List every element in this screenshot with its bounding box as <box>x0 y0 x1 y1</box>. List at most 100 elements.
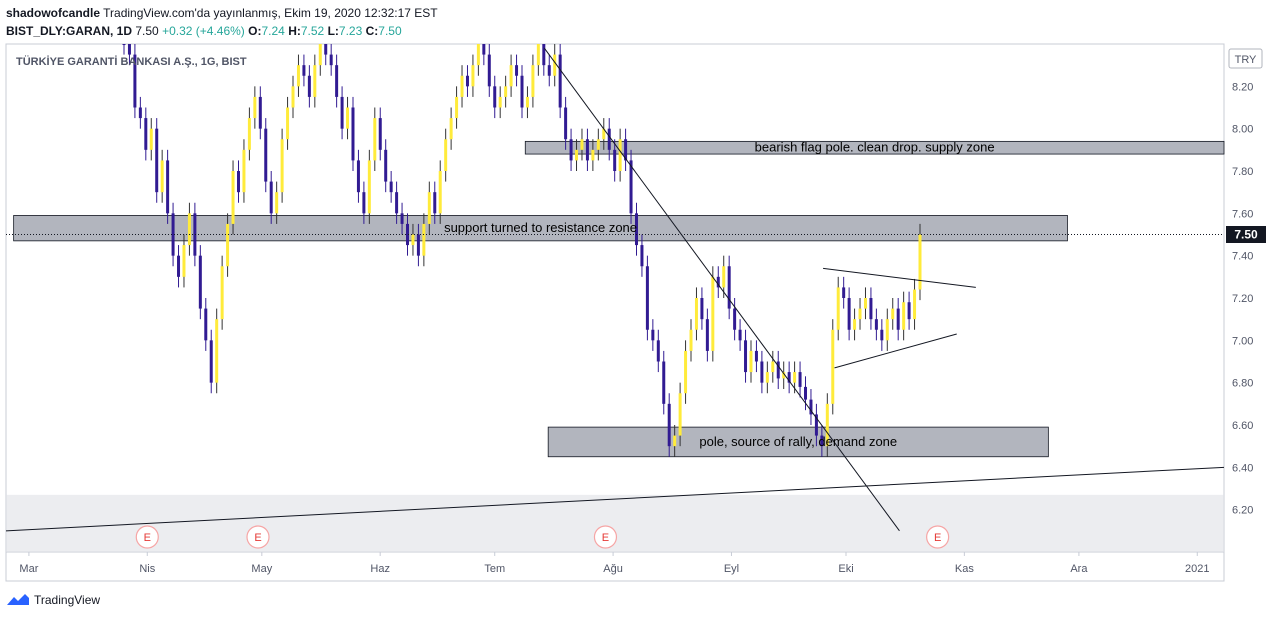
author-name[interactable]: shadowofcandle <box>6 6 101 20</box>
candle-body <box>831 329 835 404</box>
candle-body <box>438 171 442 214</box>
brand-label[interactable]: TradingView <box>34 593 101 607</box>
candle-body <box>754 350 758 362</box>
candle-body <box>171 213 175 256</box>
earnings-marker-label: E <box>254 532 261 544</box>
candle-body <box>280 139 284 193</box>
candle-body <box>662 361 666 404</box>
candle-body <box>362 192 366 214</box>
price-tick-label: 7.20 <box>1232 293 1253 305</box>
candle-body <box>471 65 475 87</box>
candle-body <box>329 54 333 66</box>
candle-body <box>918 234 922 290</box>
zone-rect <box>547 426 1049 458</box>
time-tick-label: Mar <box>19 563 38 575</box>
candle-body <box>711 276 715 351</box>
candle-body <box>220 266 224 320</box>
candle-body <box>356 160 360 193</box>
chart-title: TÜRKİYE GARANTİ BANKASI A.Ş., 1G, BIST <box>16 55 247 68</box>
candle-body <box>536 44 540 66</box>
candle-body <box>793 372 797 383</box>
time-tick-label: May <box>251 563 272 575</box>
price-tick-label: 7.60 <box>1232 208 1253 220</box>
price-tick-label: 6.40 <box>1232 462 1253 474</box>
earnings-marker <box>246 525 270 549</box>
candle-body <box>787 372 791 383</box>
price-axis[interactable]: 6.20 6.40 6.60 6.80 7.00 7.20 7.40 7.60 7.80 8.00… <box>1232 81 1253 516</box>
candle-body <box>782 372 786 379</box>
price-tick-label: 6.80 <box>1232 378 1253 390</box>
candle-body <box>613 149 617 171</box>
candle-body <box>678 393 682 436</box>
candle-body <box>138 107 142 119</box>
candle-body <box>509 65 513 87</box>
time-tick-label: Ağu <box>603 563 623 575</box>
candle-body <box>738 329 742 341</box>
high-value: 7.52 <box>300 24 325 38</box>
price-tick-label: 8.00 <box>1232 124 1253 136</box>
time-tick-label: 2021 <box>1185 563 1209 575</box>
candle-body <box>765 372 769 383</box>
last-value: 7.50 <box>135 24 159 38</box>
candle-body <box>749 350 753 373</box>
candle-body <box>656 340 660 362</box>
close-label: C: <box>365 24 379 38</box>
candle-body <box>705 319 709 351</box>
time-tick-label: Eki <box>838 563 853 575</box>
candle-body <box>400 213 404 224</box>
candles-layer <box>122 44 922 457</box>
zone-label: support turned to resistance zone <box>444 220 637 235</box>
time-tick-label: Tem <box>484 563 505 575</box>
candle-body <box>160 160 164 193</box>
candle-body <box>198 255 202 309</box>
candle-body <box>166 160 170 214</box>
candle-body <box>798 372 802 387</box>
candle-body <box>204 308 208 341</box>
candle-body <box>575 149 579 161</box>
zone-rect <box>524 140 1225 155</box>
candle-body <box>547 65 551 76</box>
time-tick-label: Nis <box>139 563 155 575</box>
candle-body <box>215 319 219 383</box>
candle-body <box>318 44 322 66</box>
candle-body <box>313 65 317 97</box>
time-tick-label: Haz <box>370 563 390 575</box>
tradingview-logo-icon[interactable] <box>6 593 30 607</box>
price-tick-label: 7.80 <box>1232 166 1253 178</box>
candle-body <box>553 54 557 76</box>
candle-body <box>531 65 535 97</box>
candle-body <box>907 302 911 320</box>
candle-body <box>694 298 698 330</box>
candle-body <box>842 287 846 298</box>
candle-body <box>716 276 720 288</box>
candle-body <box>771 361 775 373</box>
candle-body <box>591 149 595 161</box>
candle-body <box>182 245 186 277</box>
trendline <box>543 47 900 532</box>
candle-body <box>880 329 884 341</box>
candle-body <box>427 192 431 224</box>
time-tick-label: Eyl <box>724 563 739 575</box>
candle-body <box>127 44 131 55</box>
candle-body <box>825 403 829 447</box>
symbol-label[interactable]: BIST_DLY:GARAN, 1D <box>6 24 133 38</box>
candle-body <box>367 160 371 214</box>
candle-body <box>455 96 459 119</box>
candle-body <box>247 118 251 150</box>
candle-body <box>291 86 295 108</box>
candle-body <box>406 223 410 246</box>
candle-body <box>340 96 344 129</box>
plot-area[interactable] <box>5 43 1225 582</box>
candle-body <box>684 350 688 394</box>
candle-body <box>607 128 611 150</box>
candle-body <box>411 234 415 246</box>
time-tick-label: Ara <box>1070 563 1088 575</box>
candle-body <box>133 54 137 108</box>
trendline <box>834 333 957 369</box>
earnings-marker-label: E <box>144 532 151 544</box>
candle-body <box>515 65 519 76</box>
time-axis[interactable]: Mar Nis May Haz Tem Ağu Eyl Eki Kas Ara 2021 <box>19 552 1210 575</box>
publish-info: TradingView.com'da yayınlanmış, Ekim 19,… <box>103 6 438 20</box>
candle-body <box>422 223 426 256</box>
